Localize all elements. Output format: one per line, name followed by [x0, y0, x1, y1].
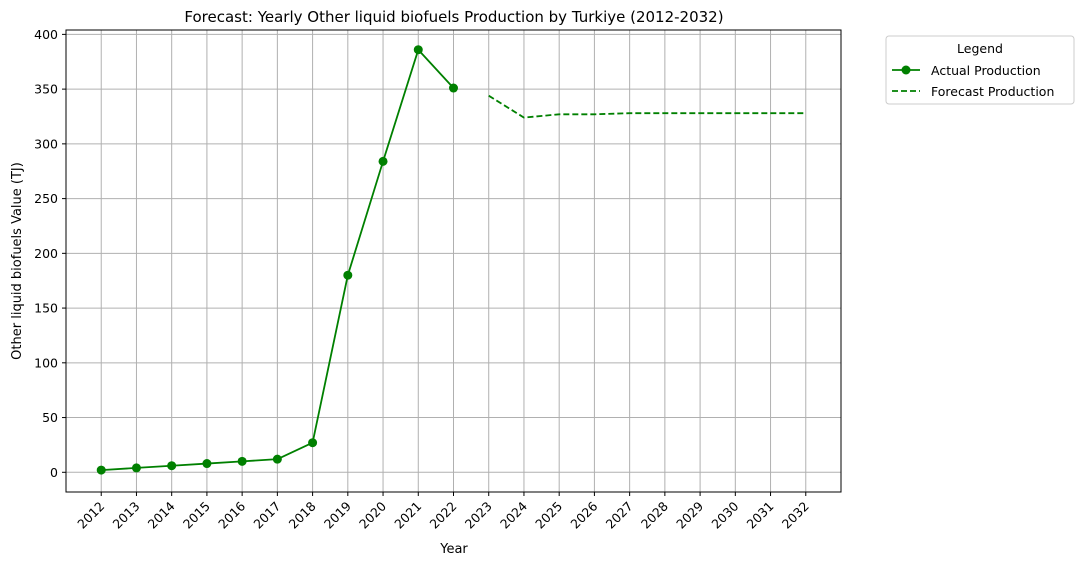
x-tick-label: 2022 — [427, 499, 460, 532]
y-axis-label: Other liquid biofuels Value (TJ) — [10, 162, 25, 360]
y-tick-label: 100 — [34, 355, 58, 370]
x-tick-label: 2016 — [215, 498, 248, 531]
y-tick-label: 0 — [50, 465, 58, 480]
data-point — [202, 459, 212, 469]
x-tick-label: 2024 — [497, 498, 530, 531]
data-point — [413, 45, 423, 55]
series-layer — [96, 45, 806, 475]
x-tick-label: 2029 — [673, 498, 706, 531]
x-tick-label: 2031 — [744, 499, 777, 532]
data-point — [167, 461, 177, 471]
x-tick-label: 2017 — [250, 499, 283, 532]
y-tick-label: 200 — [34, 246, 58, 261]
legend-title: Legend — [957, 41, 1003, 56]
y-tick-label: 50 — [42, 410, 58, 425]
data-point — [237, 456, 247, 466]
legend-label-actual: Actual Production — [931, 63, 1041, 78]
grid — [66, 30, 841, 492]
x-tick-label: 2020 — [356, 498, 389, 531]
data-point — [308, 438, 318, 448]
x-tick-label: 2019 — [321, 498, 354, 531]
x-tick-label: 2032 — [779, 499, 812, 532]
x-axis: 2012 2013 2014 2015 2016 2017 2018 2019 2020 2021… — [74, 492, 812, 532]
x-tick-label: 2025 — [532, 499, 565, 532]
y-tick-label: 350 — [34, 82, 58, 97]
y-tick-label: 150 — [34, 301, 58, 316]
x-tick-label: 2021 — [391, 499, 424, 532]
x-axis-label: Year — [439, 542, 468, 557]
data-point — [131, 463, 141, 473]
data-point — [272, 454, 282, 464]
data-point — [96, 465, 106, 475]
x-tick-label: 2013 — [109, 499, 142, 532]
x-tick-label: 2027 — [603, 499, 636, 532]
data-point — [449, 83, 458, 93]
x-tick-label: 2018 — [286, 498, 319, 531]
y-tick-label: 300 — [34, 136, 58, 151]
legend-label-forecast: Forecast Production — [931, 84, 1054, 99]
y-axis: 0 50 100 150 200 250 300 350 400 — [34, 27, 66, 480]
x-tick-label: 2028 — [638, 498, 671, 531]
x-tick-label: 2012 — [74, 499, 107, 532]
x-tick-label: 2014 — [145, 498, 178, 531]
x-tick-label: 2030 — [708, 498, 741, 531]
x-tick-label: 2023 — [462, 499, 495, 532]
data-point — [378, 156, 388, 166]
data-point — [343, 270, 353, 280]
x-tick-label: 2015 — [180, 499, 213, 532]
y-tick-label: 400 — [34, 27, 58, 42]
legend-box — [885, 35, 1075, 105]
series-line-forecast — [488, 94, 806, 119]
y-tick-label: 250 — [34, 191, 58, 206]
legend-actual-marker — [901, 65, 911, 75]
x-tick-label: 2026 — [567, 498, 600, 531]
chart-title: Forecast: Yearly Other liquid biofuels P… — [184, 8, 723, 26]
legend: Legend Actual Production Forecast Produc… — [885, 35, 1075, 105]
